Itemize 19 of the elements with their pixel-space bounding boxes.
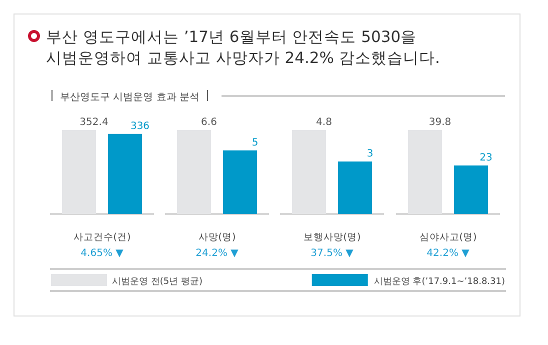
text: 42.2% ▼: [426, 248, 470, 259]
data-label: 336: [130, 120, 150, 132]
text: 부산 영도구에서는 ’17년 6월부터 안전속도 5030을 시범운영하여 교통사고 사망자가 24.2% 감소했습니다.: [46, 28, 440, 67]
data-label: 3: [366, 148, 374, 160]
data-label: 6.6: [201, 117, 217, 128]
data-label: 23: [480, 152, 492, 164]
chart-subtitle: 부산영도구 시범운영 효과 분석: [60, 92, 200, 103]
data-label: 39.8: [428, 117, 452, 128]
data-label: 4.8: [316, 117, 332, 128]
data-label: 352.4: [80, 117, 108, 128]
x-tick-label: 사고건수(건): [73, 232, 131, 243]
x-tick-label: 사망(명): [198, 232, 236, 243]
x-tick-label: 심야사고(명): [419, 232, 477, 243]
legend: 시범운영 전(5년 평균) 시범운영 후(’17.9.1~’18.8.31): [50, 268, 506, 292]
text: 24.2% ▼: [196, 248, 239, 259]
text: 4.65% ▼: [80, 248, 124, 259]
data-label: 5: [252, 137, 258, 148]
text: 37.5% ▼: [310, 248, 354, 259]
x-tick-label: 보행사망(명): [303, 232, 361, 243]
